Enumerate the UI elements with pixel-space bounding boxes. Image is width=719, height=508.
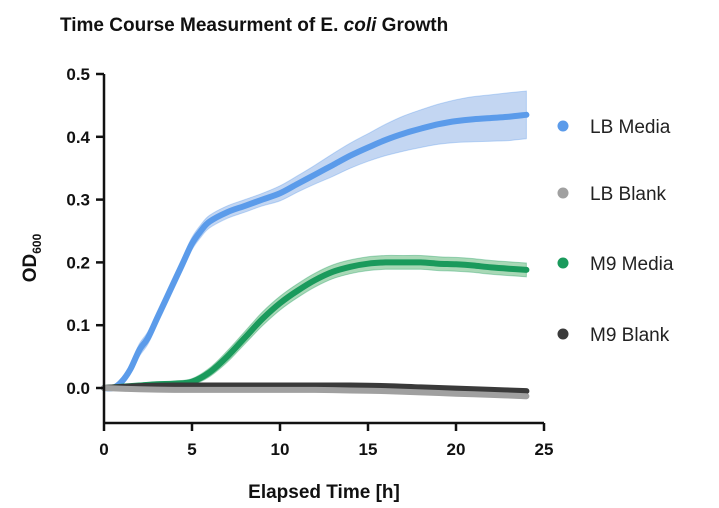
chart-title-suffix: Growth (376, 15, 448, 36)
y-tick-label: 0.4 (66, 128, 90, 147)
chart-title: Time Course Measurment of E. coli Growth (60, 15, 448, 36)
legend-label-m9-media: M9 Media (590, 254, 674, 275)
legend: LB Media LB Blank M9 Media M9 Blank (557, 117, 674, 346)
legend-label-lb-blank: LB Blank (590, 184, 667, 205)
legend-marker-m9-media (557, 257, 569, 269)
confidence-bands (103, 90, 527, 400)
series-line-m9-media (101, 259, 530, 391)
x-tick-label: 25 (535, 440, 554, 459)
legend-marker-lb-media (557, 120, 569, 132)
x-tick-label: 15 (359, 440, 378, 459)
legend-marker-m9-blank (557, 328, 569, 340)
x-axis-title: Elapsed Time [h] (248, 482, 400, 503)
legend-marker-lb-blank (557, 187, 569, 199)
y-ticks: 0.0 0.1 0.2 0.3 0.4 0.5 (66, 65, 104, 398)
x-ticks: 0 5 10 15 20 25 (99, 423, 553, 459)
series-line-m9-blank (101, 382, 530, 395)
y-tick-label: 0.1 (66, 316, 90, 335)
band-lb-media (103, 90, 527, 392)
legend-label-m9-blank: M9 Blank (590, 325, 670, 346)
chart-title-italic: coli (344, 15, 377, 36)
series-lines (101, 111, 530, 400)
y-tick-label: 0.0 (66, 379, 90, 398)
x-tick-label: 20 (447, 440, 466, 459)
y-tick-label: 0.2 (66, 253, 90, 272)
y-axis-title: OD600 (20, 233, 44, 282)
chart-title-prefix: Time Course Measurment of E. (60, 15, 344, 36)
series-line-lb-media (101, 111, 530, 392)
x-tick-label: 5 (187, 440, 196, 459)
y-tick-label: 0.5 (66, 65, 90, 84)
y-axis-title-subscript: 600 (30, 233, 44, 253)
y-tick-label: 0.3 (66, 191, 90, 210)
legend-label-lb-media: LB Media (590, 117, 671, 138)
series-line-lb-blank (101, 385, 530, 400)
band-m9-media (103, 254, 527, 390)
x-tick-label: 10 (271, 440, 290, 459)
y-axis-title-main: OD (20, 254, 41, 283)
x-tick-label: 0 (99, 440, 108, 459)
